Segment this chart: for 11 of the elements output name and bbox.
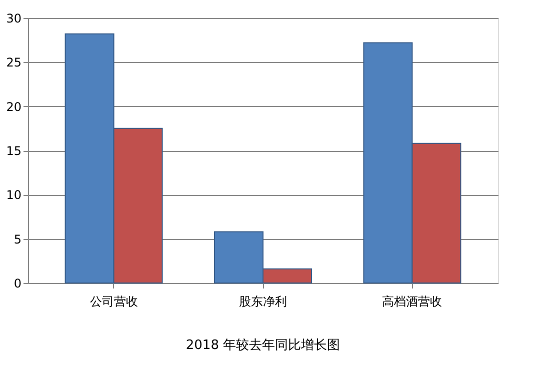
x-tick-label: 股东净利	[239, 294, 287, 308]
y-tick-label: 30	[6, 12, 22, 26]
y-tick-label: 15	[6, 144, 22, 158]
x-tick-label: 高档酒营收	[382, 294, 442, 308]
y-tick-label: 0	[14, 276, 22, 290]
y-tick-label: 5	[14, 232, 22, 246]
text: 2018 年较去年同比增长图	[186, 338, 340, 353]
x-tick-label: 公司营收	[90, 294, 138, 308]
y-tick-label: 20	[6, 100, 22, 114]
y-tick-label: 25	[6, 56, 22, 70]
y-tick-label: 10	[6, 188, 22, 202]
